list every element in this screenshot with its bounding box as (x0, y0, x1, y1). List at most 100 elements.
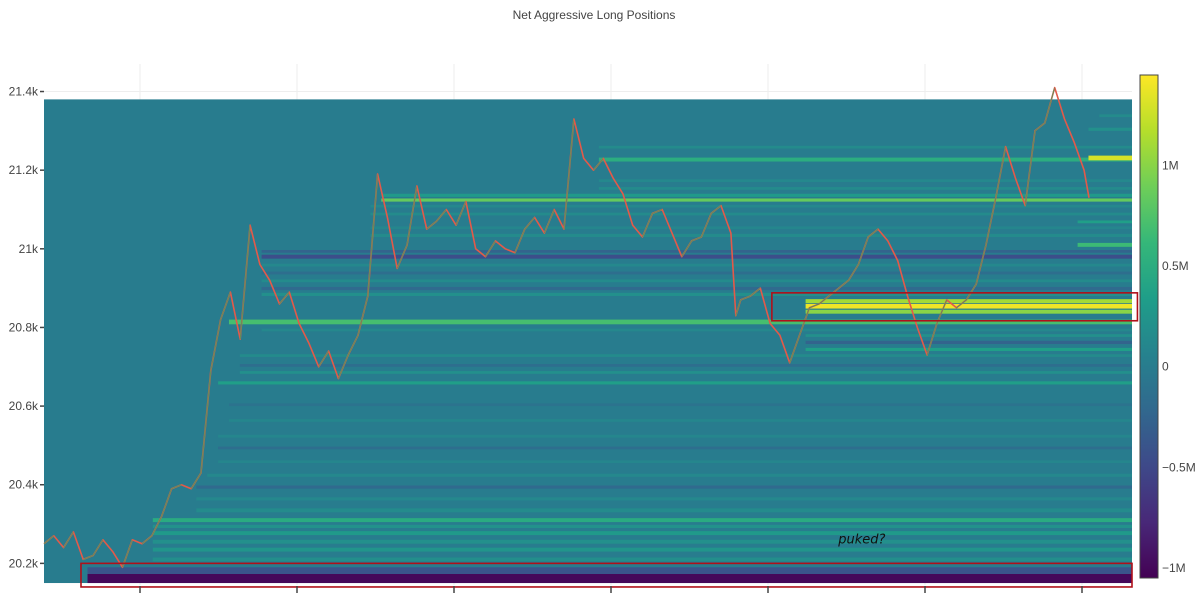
heatmap-band-18 (239, 371, 1133, 374)
heatmap-band-31 (261, 279, 1133, 283)
price-segment-100 (1005, 146, 1016, 179)
price-segment-106 (1064, 118, 1075, 143)
price-segment-78 (789, 335, 801, 364)
price-segment-77 (779, 335, 791, 364)
price-segment-32 (347, 335, 359, 356)
heatmap-band-9 (196, 497, 1132, 501)
x-axis (139, 586, 1083, 593)
heatmap-band-26 (805, 309, 1132, 314)
price-segment-63 (652, 209, 663, 214)
price-segment-25 (279, 291, 290, 305)
price-segment-19 (220, 291, 231, 320)
price-segment-95 (956, 299, 967, 309)
price-segment-99 (995, 146, 1007, 198)
price-segment-105 (1054, 87, 1065, 120)
heatmap-band-50 (1099, 114, 1132, 118)
heatmap-band-15 (228, 419, 1132, 422)
heatmap-band-48 (598, 145, 1132, 149)
price-segment-2 (53, 535, 65, 548)
colorbar-tick-label-1: −0.5M (1162, 460, 1196, 474)
price-segment-74 (750, 287, 761, 297)
colorbar-tick-label-3: 0.5M (1162, 259, 1189, 273)
price-segment-75 (759, 287, 771, 324)
heatmap-band-6 (152, 524, 1133, 528)
price-segment-3 (63, 531, 74, 548)
price-segment-27 (298, 323, 310, 344)
price-segment-12 (151, 515, 163, 537)
price-segment-33 (357, 295, 369, 336)
chart-title: Net Aggressive Long Positions (513, 8, 676, 22)
heatmap-band-33 (261, 263, 1133, 267)
price-segment-69 (710, 205, 722, 214)
price-segment-34 (367, 174, 379, 297)
price-segment-49 (514, 228, 526, 253)
price-segment-101 (1014, 177, 1026, 206)
price-segment-38 (406, 185, 418, 245)
price-segment-61 (632, 224, 643, 238)
price-line (43, 86, 1090, 569)
price-segment-41 (436, 209, 447, 222)
heatmap-band-38 (370, 226, 1132, 230)
price-segment-53 (553, 209, 565, 230)
price-segment-1 (43, 535, 55, 545)
heatmap-band-22 (805, 340, 1132, 344)
price-segment-56 (583, 158, 594, 171)
price-segment-36 (386, 217, 398, 269)
y-tick-label-4: 21k (19, 242, 39, 256)
heatmap-band-16 (228, 403, 1132, 407)
price-segment-85 (857, 236, 869, 265)
price-segment-42 (445, 209, 457, 226)
price-segment-73 (740, 295, 751, 301)
price-segment-6 (92, 539, 104, 556)
price-segment-60 (622, 193, 634, 226)
price-segment-20 (229, 291, 241, 340)
price-segment-31 (337, 354, 349, 379)
price-segment-93 (936, 299, 948, 324)
heatmap-band-40 (370, 212, 1132, 216)
heatmap-band-23 (805, 334, 1132, 337)
heatmap-band-43 (381, 193, 1132, 197)
price-segment-7 (102, 539, 114, 552)
price-segment-62 (642, 213, 653, 238)
price-segment-24 (269, 280, 280, 305)
price-segment-86 (867, 228, 879, 238)
heatmap-band-1 (87, 567, 1132, 574)
y-tick-label-6: 21.4k (9, 85, 39, 99)
heatmap-band-12 (218, 460, 1132, 464)
y-tick-label-3: 20.8k (9, 320, 39, 334)
colorbar-gradient (1139, 74, 1159, 579)
price-segment-29 (318, 350, 329, 368)
heatmap-band-3 (152, 547, 1133, 552)
heatmap-band-46 (598, 157, 1132, 162)
heatmap-band-42 (381, 198, 1132, 202)
heatmap-band-7 (152, 518, 1133, 523)
price-segment-11 (141, 535, 153, 545)
highlight-boxes (80, 292, 1139, 588)
heatmap-band-0 (87, 573, 1132, 584)
price-segment-68 (700, 213, 712, 238)
heatmap-band-2 (152, 557, 1133, 562)
heatmap-band-21 (805, 347, 1132, 352)
price-segment-59 (612, 177, 624, 195)
price-segment-48 (504, 248, 516, 254)
highlight-box-0 (80, 562, 1133, 588)
price-segment-107 (1073, 142, 1085, 171)
heatmap-band-11 (207, 473, 1132, 477)
price-segment-39 (416, 185, 428, 230)
price-segment-8 (112, 551, 123, 568)
y-tick-label-1: 20.4k (9, 478, 39, 492)
price-segment-37 (396, 244, 408, 269)
price-segment-71 (730, 233, 737, 316)
y-axis: 20.2k 20.4k 20.6k 20.8k 21k 21.2k 21.4k (9, 85, 44, 570)
heatmap-band-39 (1077, 220, 1132, 224)
heatmap-band-10 (196, 485, 1132, 489)
price-segment-22 (249, 225, 261, 265)
price-segment-58 (602, 158, 614, 179)
price-segment-81 (818, 295, 830, 305)
colorbar-tick-label-4: 1M (1162, 159, 1179, 173)
y-tick-label-0: 20.2k (9, 556, 39, 570)
price-segment-65 (671, 232, 683, 257)
price-segment-40 (426, 220, 437, 230)
heatmap-band-34 (261, 254, 1133, 259)
heatmap-band-29 (261, 292, 1133, 296)
